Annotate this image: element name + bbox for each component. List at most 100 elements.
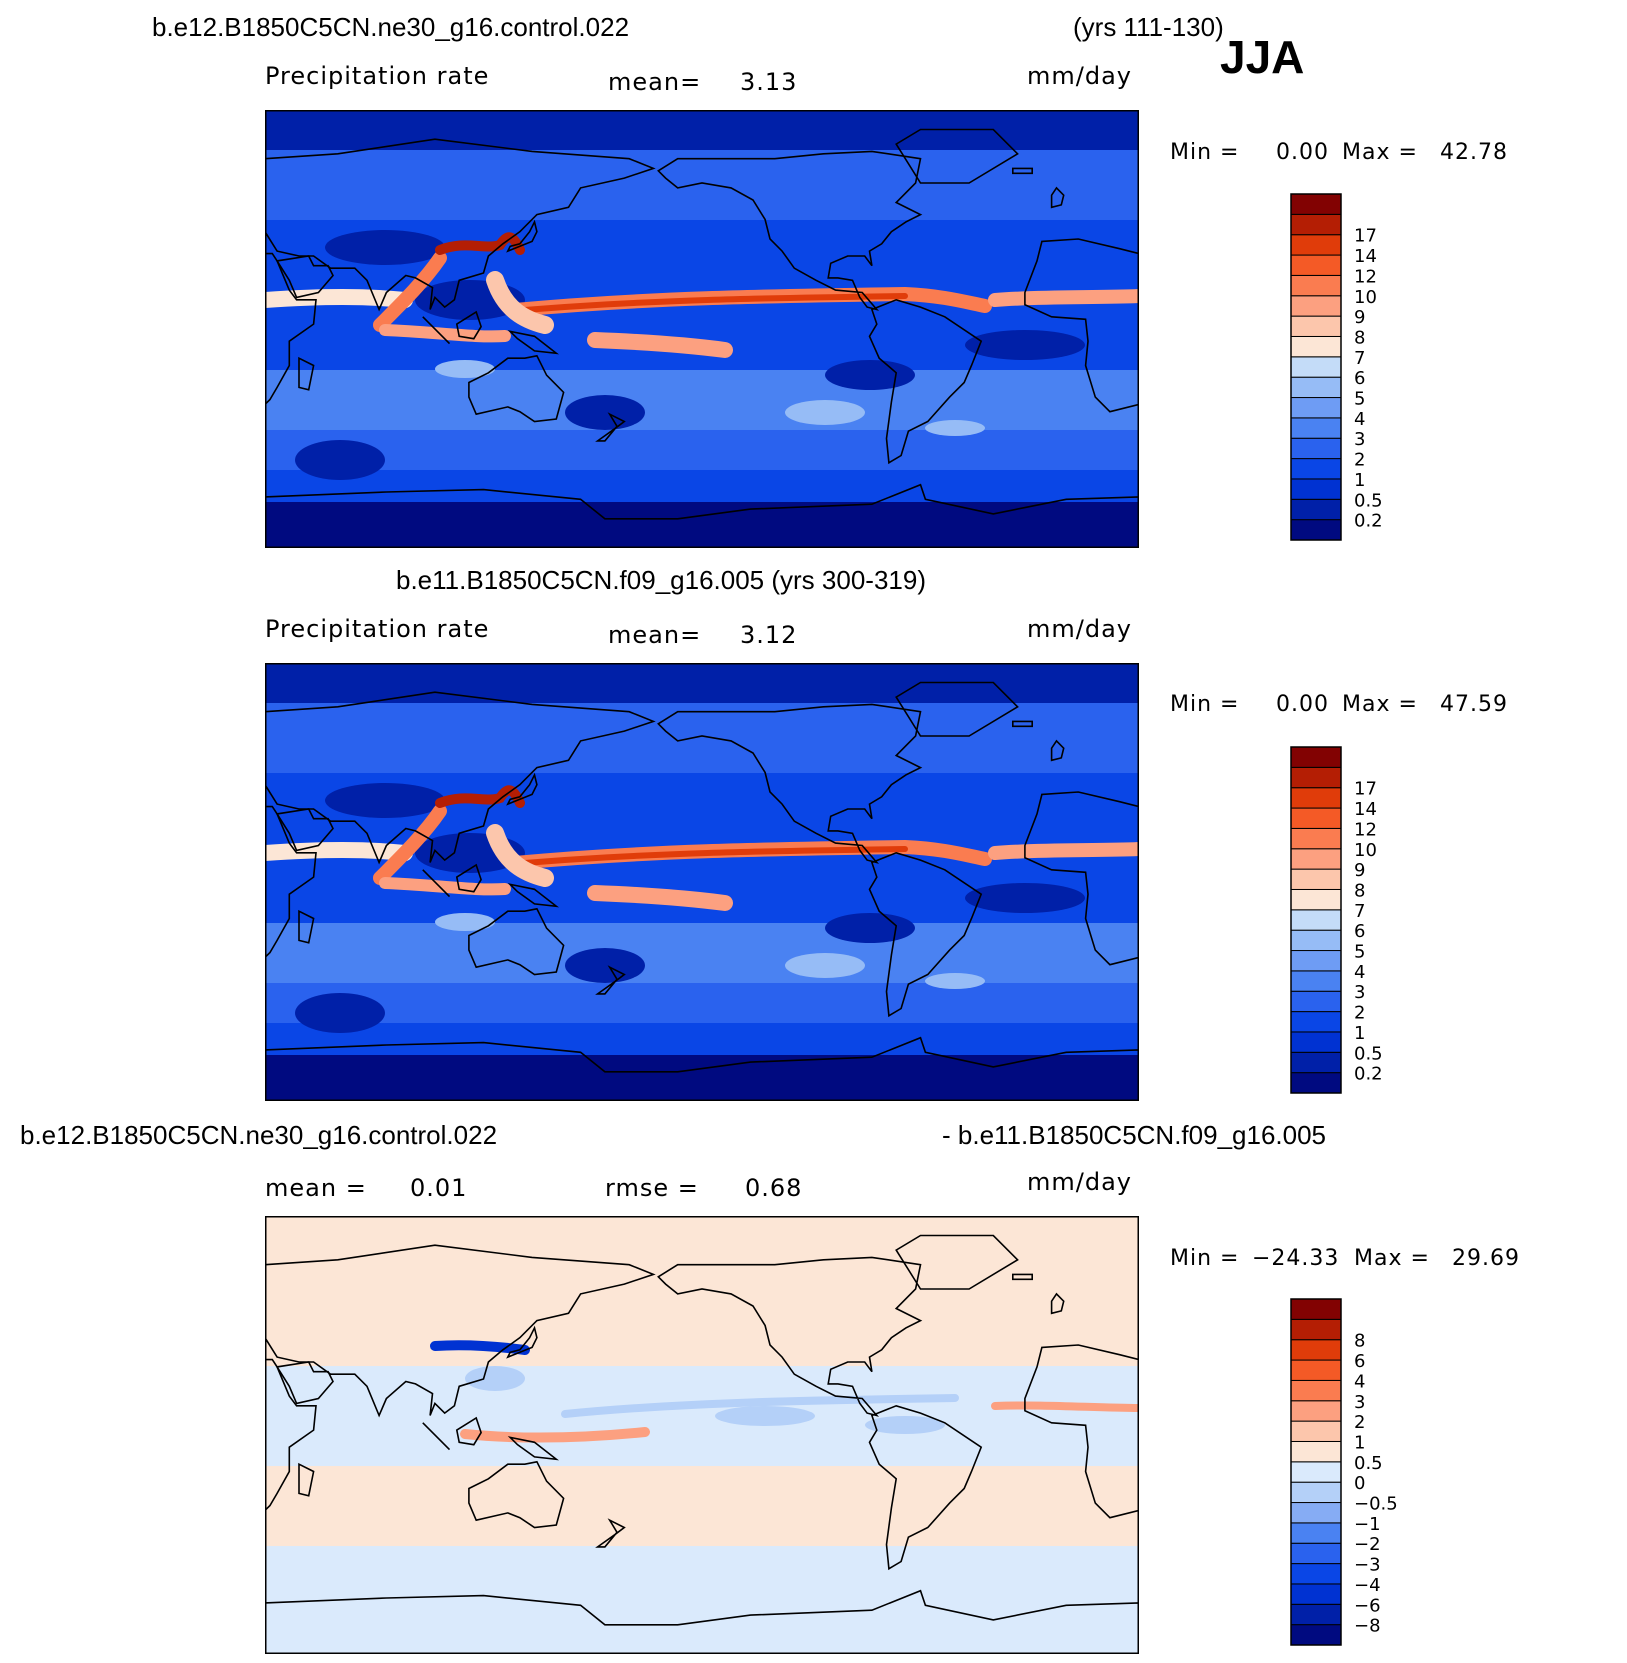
dry-region [565,395,645,430]
coastline [868,298,983,465]
colorbar-swatch [1290,193,1342,215]
colorbar-tick-label: 5 [1354,942,1365,963]
coastline [506,219,538,253]
moderate-region [925,973,985,989]
rain-band [486,271,554,334]
coastline [455,310,482,340]
coastline [265,483,1139,548]
colorbar-swatch [1290,1072,1342,1094]
coastline [422,1422,451,1451]
colorbar-tick-label: 9 [1354,307,1365,328]
colorbar-tick-label: 0.2 [1354,1064,1383,1085]
coastline [455,863,482,893]
precip-band [265,923,1139,983]
coastline [657,703,923,864]
colorbar-swatch [1290,746,1342,768]
coastline [507,330,560,355]
colorbar-swatch [1290,1051,1342,1074]
dry-region [325,230,445,265]
colorbar-tick-label: 8 [1354,1331,1365,1352]
colorbar-tick-label: 17 [1354,779,1377,800]
moderate-region [785,953,865,978]
moderate-region [435,913,495,931]
colorbar-tick-label: −0.5 [1354,1494,1398,1515]
rain-band [522,846,908,866]
panel1-mean-label: mean= [608,68,702,96]
precip-band [265,1023,1139,1055]
coastline [868,851,983,1018]
colorbar-tick-label: −3 [1354,1555,1381,1576]
coastline [298,909,315,944]
coastline [868,1404,983,1571]
colorbar-tick-label: 3 [1354,429,1365,450]
colorbar-swatch [1290,1420,1342,1442]
dry-region [825,913,915,943]
colorbar-swatch [1290,417,1342,439]
coastline [265,1589,1139,1654]
colorbar-swatch [1290,807,1342,829]
colorbar-swatch [1290,498,1342,521]
colorbar-tick-label: −1 [1354,1514,1381,1535]
panel1-units: mm/day [1027,62,1132,90]
coastline [275,808,334,852]
coastline [895,681,1019,737]
precip-band [265,1216,1139,1366]
colorbar-swatch [1290,970,1342,992]
precip-band [265,470,1139,502]
coastline [1012,720,1033,728]
rain-band [991,1401,1139,1412]
colorbar-frame [1290,746,1342,1094]
colorbar-tick-label: 1 [1354,1432,1365,1453]
colorbar-swatch [1290,1400,1342,1422]
precip-band [265,1546,1139,1611]
colorbar-swatch [1290,950,1342,972]
colorbar-tick-label: 12 [1354,266,1377,287]
coastline [506,1325,538,1359]
colorbar-tick-label: 0.5 [1354,490,1383,511]
colorbar-swatch [1290,1542,1342,1565]
dry-region [295,440,385,480]
panel2-max-label: Max = [1342,692,1418,717]
map-frame [265,110,1139,548]
colorbar-tick-label: 10 [1354,287,1377,308]
coastline [455,1416,482,1446]
coastline [507,883,560,908]
panel2-max-value: 47.59 [1440,692,1508,717]
panel2-mean-label: mean= [608,621,702,649]
rain-band [561,1394,959,1418]
panel2-map [265,663,1139,1101]
coastline [422,869,451,898]
panel3-min-value: −24.33 [1252,1246,1340,1271]
panel1-variable: Precipitation rate [265,62,490,90]
panel2-units: mm/day [1027,615,1132,643]
colorbar-swatch [1290,909,1342,931]
colorbar-swatch [1290,376,1342,399]
colorbar-swatch [1290,827,1342,850]
dry-region [825,360,915,390]
panel1-max-label: Max = [1342,140,1418,165]
rain-band [379,324,511,343]
coastline [657,1256,923,1417]
rain-band [379,877,511,896]
precip-band [265,1466,1139,1546]
rain-band [373,804,447,885]
coastline [265,138,656,312]
dry-region [295,993,385,1033]
map-frame [265,1216,1139,1654]
panel3-title-right: - b.e11.B1850C5CN.f09_g16.005 [942,1120,1327,1150]
coastline [657,150,923,311]
colorbar-swatch [1290,397,1342,419]
panel3-mean-value: 0.01 [410,1174,468,1202]
precip-band [265,150,1139,220]
colorbar-tick-label: 4 [1354,409,1365,430]
colorbar-swatch [1290,1583,1342,1605]
panel2-min-label: Min = [1170,692,1240,717]
colorbar-swatch [1290,315,1342,337]
panel2-min-value: 0.00 [1276,692,1329,717]
panel1-title: b.e12.B1850C5CN.ne30_g16.control.022 [152,12,630,42]
colorbar-frame [1290,1298,1342,1646]
moderate-region [925,420,985,436]
panel3-rmse-label: rmse = [605,1174,699,1202]
panel1-mean-value: 3.13 [740,68,798,96]
